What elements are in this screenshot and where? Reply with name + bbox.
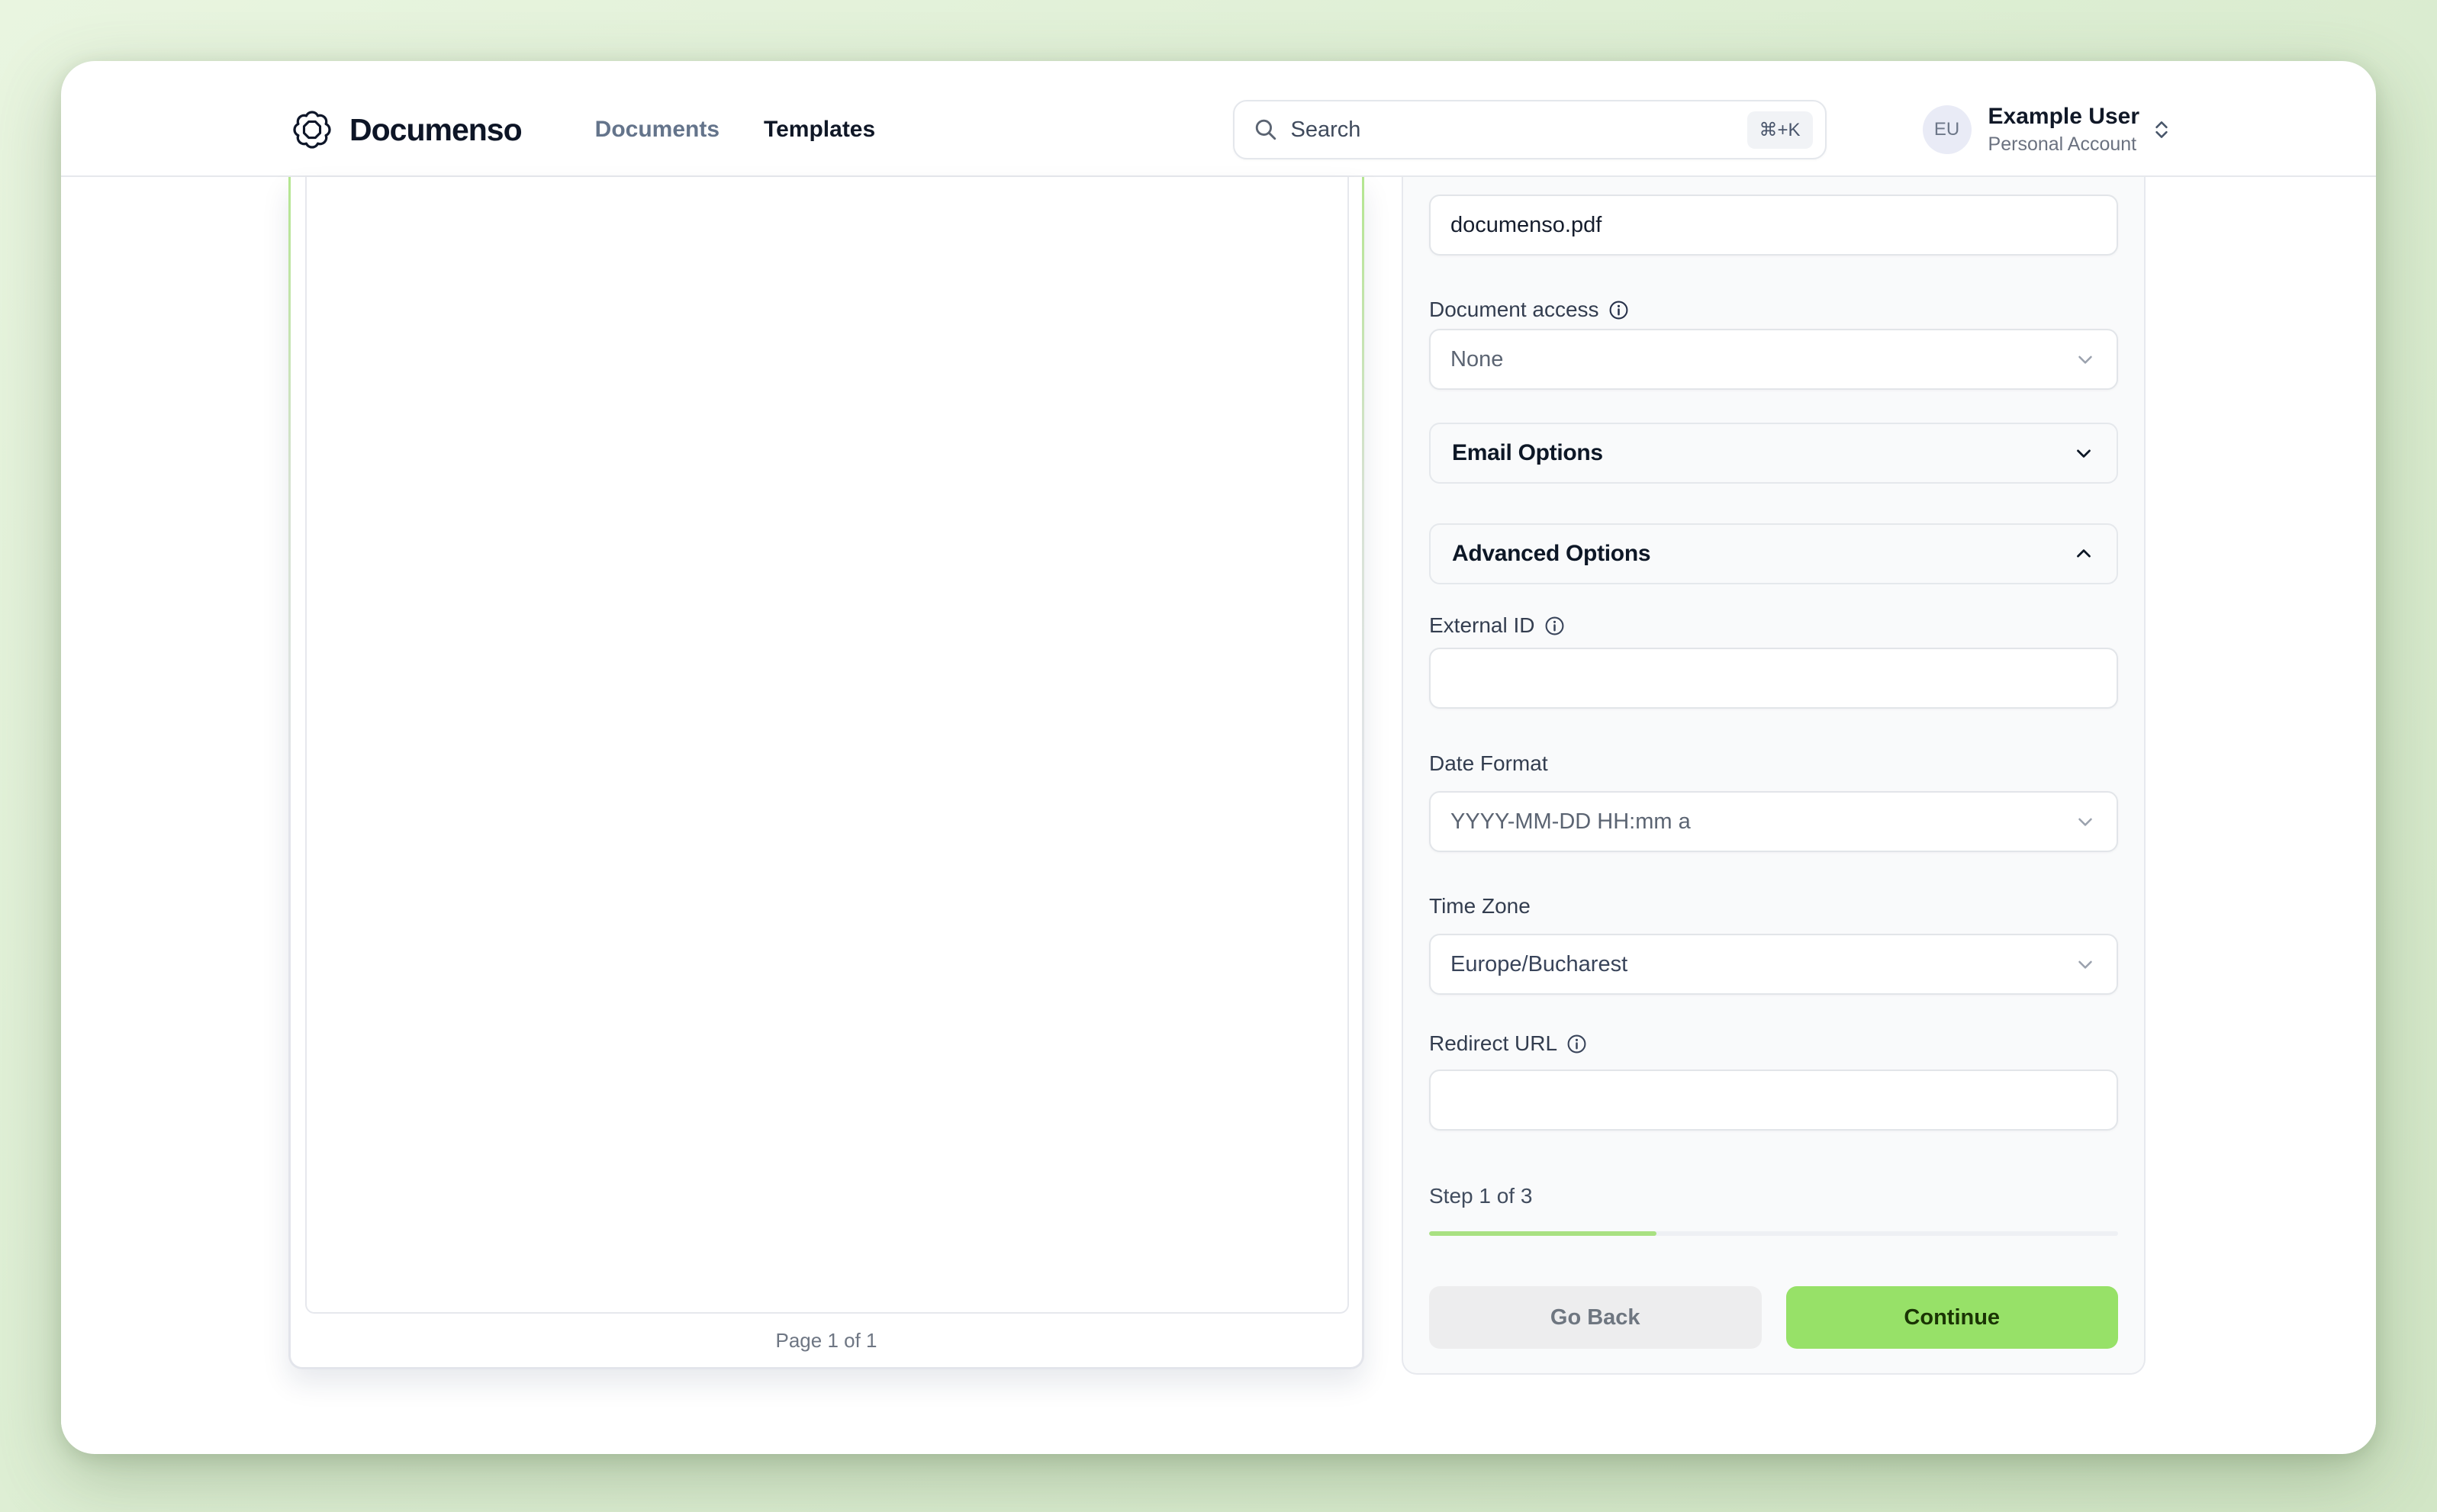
external-id-label: External ID <box>1429 613 1535 637</box>
email-options-toggle[interactable]: Email Options <box>1429 423 2118 484</box>
avatar: EU <box>1922 105 1972 154</box>
document-preview-card: Page 1 of 1 <box>288 177 1364 1369</box>
time-zone-select[interactable]: Europe/Bucharest <box>1429 934 2118 995</box>
chevron-up-icon <box>2077 549 2091 558</box>
date-format-select[interactable]: YYYY-MM-DD HH:mm a <box>1429 791 2118 852</box>
search-shortcut: ⌘+K <box>1746 111 1813 149</box>
page-indicator: Page 1 of 1 <box>775 1328 877 1352</box>
nav-documents[interactable]: Documents <box>594 117 720 142</box>
go-back-button[interactable]: Go Back <box>1429 1286 1762 1349</box>
chevron-down-icon <box>2078 960 2092 969</box>
document-title-input[interactable] <box>1429 195 2118 256</box>
email-options-label: Email Options <box>1452 440 1603 465</box>
user-info: Example User Personal Account <box>1988 104 2139 156</box>
main-nav: Documents Templates <box>595 117 876 143</box>
external-id-input[interactable] <box>1429 648 2118 709</box>
nav-templates[interactable]: Templates <box>764 117 876 142</box>
date-format-label: Date Format <box>1429 751 1548 775</box>
app-header: Documenso Documents Templates ⌘+K EU Exa… <box>61 61 2376 177</box>
chevron-down-icon <box>2078 355 2092 364</box>
pdf-page <box>305 177 1349 1314</box>
search-input[interactable] <box>1290 117 1747 143</box>
wizard-actions: Go Back Continue <box>1429 1286 2118 1349</box>
redirect-url-label: Redirect URL <box>1429 1031 1558 1055</box>
date-format-value: YYYY-MM-DD HH:mm a <box>1450 809 1691 834</box>
redirect-url-input[interactable] <box>1429 1070 2118 1131</box>
search-bar[interactable]: ⌘+K <box>1232 100 1827 159</box>
step-indicator: Step 1 of 3 <box>1429 1184 1533 1208</box>
user-menu[interactable]: EU Example User Personal Account <box>1922 104 2170 156</box>
document-access-label: Document access <box>1429 298 1599 321</box>
info-icon[interactable] <box>1566 1034 1587 1054</box>
continue-button[interactable]: Continue <box>1785 1286 2118 1349</box>
document-access-value: None <box>1450 346 1504 372</box>
user-account-type: Personal Account <box>1988 133 2137 155</box>
user-name: Example User <box>1988 104 2139 130</box>
logo[interactable]: Documenso <box>290 108 523 152</box>
redirect-url-label-row: Redirect URL <box>1429 1033 2118 1054</box>
content-area: Page 1 of 1 Document access None Email O <box>61 177 2376 1452</box>
app-window: Documenso Documents Templates ⌘+K EU Exa… <box>61 61 2376 1454</box>
step-progress-fill <box>1429 1231 1656 1236</box>
external-id-label-row: External ID <box>1429 615 2118 636</box>
document-settings-panel: Document access None Email Options <box>1402 177 2146 1375</box>
time-zone-label: Time Zone <box>1429 894 1531 918</box>
document-access-label-row: Document access <box>1429 299 2118 320</box>
time-zone-value: Europe/Bucharest <box>1450 951 1628 976</box>
step-progress-track <box>1429 1231 2118 1236</box>
chevron-down-icon <box>2078 818 2092 826</box>
search-icon <box>1255 119 1276 140</box>
advanced-options-label: Advanced Options <box>1452 541 1651 566</box>
info-icon[interactable] <box>1608 300 1629 320</box>
info-icon[interactable] <box>1544 616 1565 636</box>
chevron-updown-icon <box>2155 121 2168 138</box>
documenso-logo-icon <box>293 111 331 149</box>
chevron-down-icon <box>2077 449 2091 458</box>
logo-text: Documenso <box>349 111 523 147</box>
advanced-options-toggle[interactable]: Advanced Options <box>1429 523 2118 584</box>
document-access-select[interactable]: None <box>1429 329 2118 390</box>
